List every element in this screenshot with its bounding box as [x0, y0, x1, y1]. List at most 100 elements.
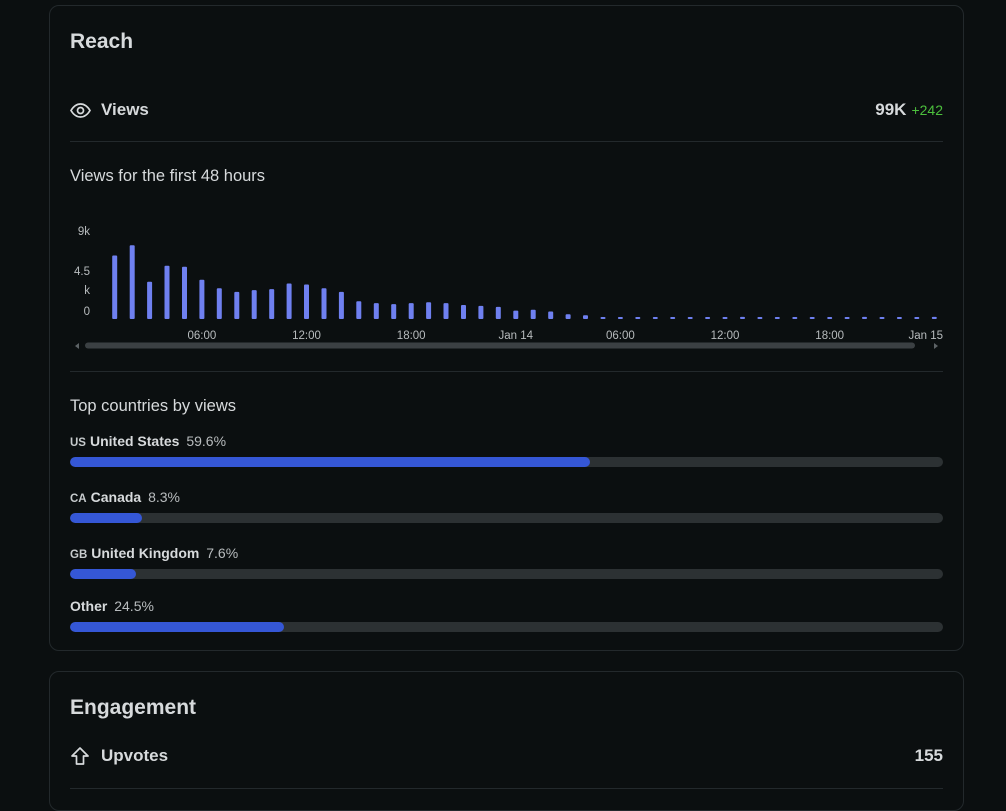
- chart-bar: [391, 304, 397, 319]
- country-percent: 7.6%: [206, 545, 239, 561]
- views-value: 99K: [875, 100, 907, 119]
- chart-bar: [600, 317, 606, 319]
- chart-bar: [338, 291, 344, 319]
- country-percent: 8.3%: [148, 489, 181, 505]
- chart-bar: [269, 289, 275, 319]
- country-code: CA: [70, 493, 87, 505]
- x-tick-label: 06:00: [606, 330, 635, 342]
- chart-title: Views for the first 48 hours: [70, 167, 266, 185]
- chart-bar: [565, 314, 571, 319]
- views-label: Views: [101, 100, 149, 119]
- scroll-right-icon: [934, 343, 938, 349]
- views-delta: +242: [911, 102, 943, 118]
- chart-bar: [129, 245, 135, 319]
- scrollbar-thumb: [85, 342, 915, 349]
- chart-bar: [495, 306, 501, 319]
- country-row-gb: GB United Kingdom 7.6%: [70, 545, 943, 587]
- upvotes-label: Upvotes: [101, 746, 169, 765]
- engagement-card: Engagement Upvotes 155: [49, 671, 964, 811]
- chart-bar: [461, 305, 466, 319]
- views-row: Views 99K +242: [70, 95, 943, 125]
- chart-bar: [827, 317, 833, 319]
- upvotes-row: Upvotes 155: [70, 741, 943, 771]
- country-percent: 24.5%: [114, 598, 154, 614]
- arrow-up-icon: [70, 745, 92, 767]
- divider: [70, 141, 943, 142]
- chart-bar: [443, 303, 449, 319]
- chart-bar: [792, 317, 798, 319]
- chart-bar: [321, 288, 327, 319]
- x-tick-label: 18:00: [815, 330, 844, 342]
- bar-series: [112, 245, 937, 319]
- chart-bar: [896, 317, 902, 319]
- x-tick-label: Jan 15: [908, 330, 943, 342]
- y-tick-label: 0: [84, 306, 90, 318]
- progress-fill: [70, 513, 143, 523]
- chart-bar: [286, 283, 292, 319]
- chart-bar: [687, 317, 693, 319]
- country-name: United States: [89, 433, 180, 449]
- reach-title: Reach: [70, 30, 134, 53]
- x-axis: 06:00 12:00 18:00 Jan 14 06:00 12:00 18:00 Jan …: [188, 330, 943, 342]
- chart-bar: [216, 288, 222, 319]
- country-name: United Kingdom: [91, 545, 200, 561]
- x-tick-label: 06:00: [188, 330, 217, 342]
- y-tick-label: 9k: [78, 226, 90, 238]
- chart-bar: [147, 281, 153, 319]
- chart-bar: [373, 303, 379, 319]
- progress-track: [70, 622, 943, 632]
- progress-fill: [70, 569, 137, 579]
- countries-title: Top countries by views: [70, 397, 236, 415]
- country-name: Canada: [90, 489, 142, 505]
- engagement-title: Engagement: [70, 696, 197, 719]
- x-tick-label: 12:00: [292, 330, 321, 342]
- chart-bar: [914, 317, 920, 319]
- chart-bar: [774, 317, 780, 319]
- progress-fill: [70, 457, 591, 467]
- reach-card: Reach Views 99K +242 Views for the first…: [49, 5, 964, 651]
- x-tick-label: 12:00: [711, 330, 740, 342]
- chart-bar: [635, 317, 641, 319]
- country-row-ca: CA Canada 8.3%: [70, 489, 943, 531]
- chart-bar: [356, 301, 362, 319]
- country-name: Other: [70, 598, 108, 614]
- chart-bar: [182, 266, 187, 319]
- chart-bar: [862, 316, 867, 319]
- y-axis: 9k 4.5 k 0: [74, 226, 90, 318]
- x-tick-label: 18:00: [397, 330, 426, 342]
- progress-fill: [70, 622, 284, 632]
- chart-bar: [670, 317, 676, 319]
- chart-bar: [478, 305, 484, 319]
- chart-bar: [740, 316, 745, 319]
- chart-bar: [722, 317, 728, 319]
- country-row-other: Other 24.5%: [70, 598, 943, 640]
- country-code: GB: [70, 549, 88, 561]
- country-code: US: [70, 437, 86, 449]
- chart-bar: [530, 309, 536, 319]
- scroll-left-icon: [75, 343, 79, 349]
- chart-bar: [809, 317, 815, 319]
- chart-bar: [408, 303, 414, 319]
- country-row-us: US United States 59.6%: [70, 433, 943, 475]
- chart-bar: [583, 315, 588, 319]
- chart-bar: [705, 317, 711, 319]
- chart-bar: [251, 290, 257, 319]
- chart-bar: [164, 265, 170, 319]
- chart-bar: [304, 284, 309, 319]
- x-tick-label: Jan 14: [499, 330, 534, 342]
- chart-bar: [844, 317, 850, 319]
- chart-bar: [112, 255, 118, 319]
- chart-bar: [513, 310, 519, 319]
- upvotes-value: 155: [914, 746, 943, 765]
- chart-bar: [199, 279, 205, 319]
- chart-bar: [617, 317, 623, 319]
- divider: [70, 371, 943, 372]
- eye-icon: [70, 99, 92, 121]
- y-tick-label: k: [84, 285, 90, 297]
- country-percent: 59.6%: [186, 433, 227, 449]
- chart-bar: [879, 317, 885, 319]
- chart-bar: [426, 302, 432, 319]
- chart-bar: [548, 311, 554, 319]
- chart-scrollbar[interactable]: [75, 342, 938, 350]
- progress-track: [70, 457, 943, 467]
